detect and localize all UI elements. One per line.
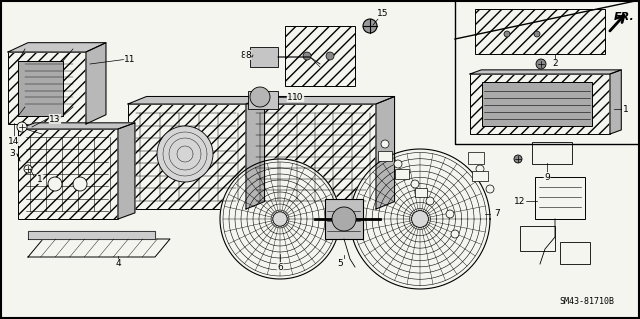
Text: SM43-81710B: SM43-81710B <box>559 296 614 306</box>
Text: 10: 10 <box>287 93 299 101</box>
Circle shape <box>363 19 377 33</box>
Polygon shape <box>246 97 264 209</box>
Polygon shape <box>610 70 621 134</box>
Circle shape <box>332 207 356 231</box>
Circle shape <box>394 160 402 168</box>
Text: 12: 12 <box>515 197 525 205</box>
Circle shape <box>534 31 540 37</box>
Circle shape <box>157 126 213 182</box>
Bar <box>18 61 63 116</box>
Circle shape <box>48 177 62 191</box>
Bar <box>18 129 118 219</box>
Circle shape <box>426 197 434 205</box>
Polygon shape <box>248 97 394 104</box>
Circle shape <box>412 211 428 227</box>
Circle shape <box>326 52 334 60</box>
Text: FR.: FR. <box>614 12 635 22</box>
Polygon shape <box>118 123 135 219</box>
Text: 3: 3 <box>9 150 15 159</box>
Circle shape <box>17 122 27 132</box>
Bar <box>378 151 392 161</box>
Circle shape <box>486 185 494 193</box>
Text: 7: 7 <box>494 210 500 219</box>
Text: 3: 3 <box>9 150 15 159</box>
Polygon shape <box>220 159 340 279</box>
Circle shape <box>411 180 419 188</box>
Bar <box>468 152 484 164</box>
Bar <box>482 82 592 126</box>
Bar <box>475 9 605 54</box>
Polygon shape <box>28 239 170 257</box>
Bar <box>285 26 355 86</box>
Polygon shape <box>376 97 394 209</box>
Polygon shape <box>128 97 264 104</box>
Text: 6: 6 <box>277 263 283 271</box>
Circle shape <box>250 87 270 107</box>
Text: 2: 2 <box>552 60 558 69</box>
Bar <box>250 47 278 67</box>
Text: 15: 15 <box>377 10 388 19</box>
Text: 14: 14 <box>8 137 20 145</box>
Bar <box>532 142 572 164</box>
Polygon shape <box>8 43 106 52</box>
Polygon shape <box>470 70 621 74</box>
Circle shape <box>73 177 87 191</box>
Circle shape <box>536 59 546 69</box>
Text: 10: 10 <box>292 93 304 101</box>
Bar <box>560 242 590 264</box>
Bar <box>520 226 555 251</box>
Text: 9: 9 <box>544 173 550 182</box>
Circle shape <box>446 210 454 218</box>
Circle shape <box>381 140 389 148</box>
Circle shape <box>514 155 522 163</box>
Circle shape <box>273 212 287 226</box>
Text: 13: 13 <box>49 115 61 123</box>
Bar <box>535 177 585 219</box>
Bar <box>248 91 278 109</box>
Polygon shape <box>18 123 135 129</box>
Bar <box>248 104 376 209</box>
Bar <box>8 52 86 124</box>
Circle shape <box>504 31 510 37</box>
Polygon shape <box>350 149 490 289</box>
Bar <box>395 169 409 179</box>
Text: 11: 11 <box>124 55 136 63</box>
Text: 1: 1 <box>37 174 43 183</box>
Bar <box>415 188 427 197</box>
Circle shape <box>451 230 459 238</box>
Text: 4: 4 <box>115 259 121 269</box>
Bar <box>325 199 363 239</box>
Text: 8: 8 <box>245 50 251 60</box>
Text: 8: 8 <box>240 50 246 60</box>
Polygon shape <box>86 43 106 124</box>
Bar <box>128 104 246 209</box>
Circle shape <box>303 52 311 60</box>
Circle shape <box>476 165 484 173</box>
Bar <box>472 171 488 181</box>
Text: 5: 5 <box>337 258 343 268</box>
Text: 1: 1 <box>623 105 629 114</box>
Bar <box>470 74 610 134</box>
Circle shape <box>24 165 32 173</box>
Polygon shape <box>28 231 155 239</box>
